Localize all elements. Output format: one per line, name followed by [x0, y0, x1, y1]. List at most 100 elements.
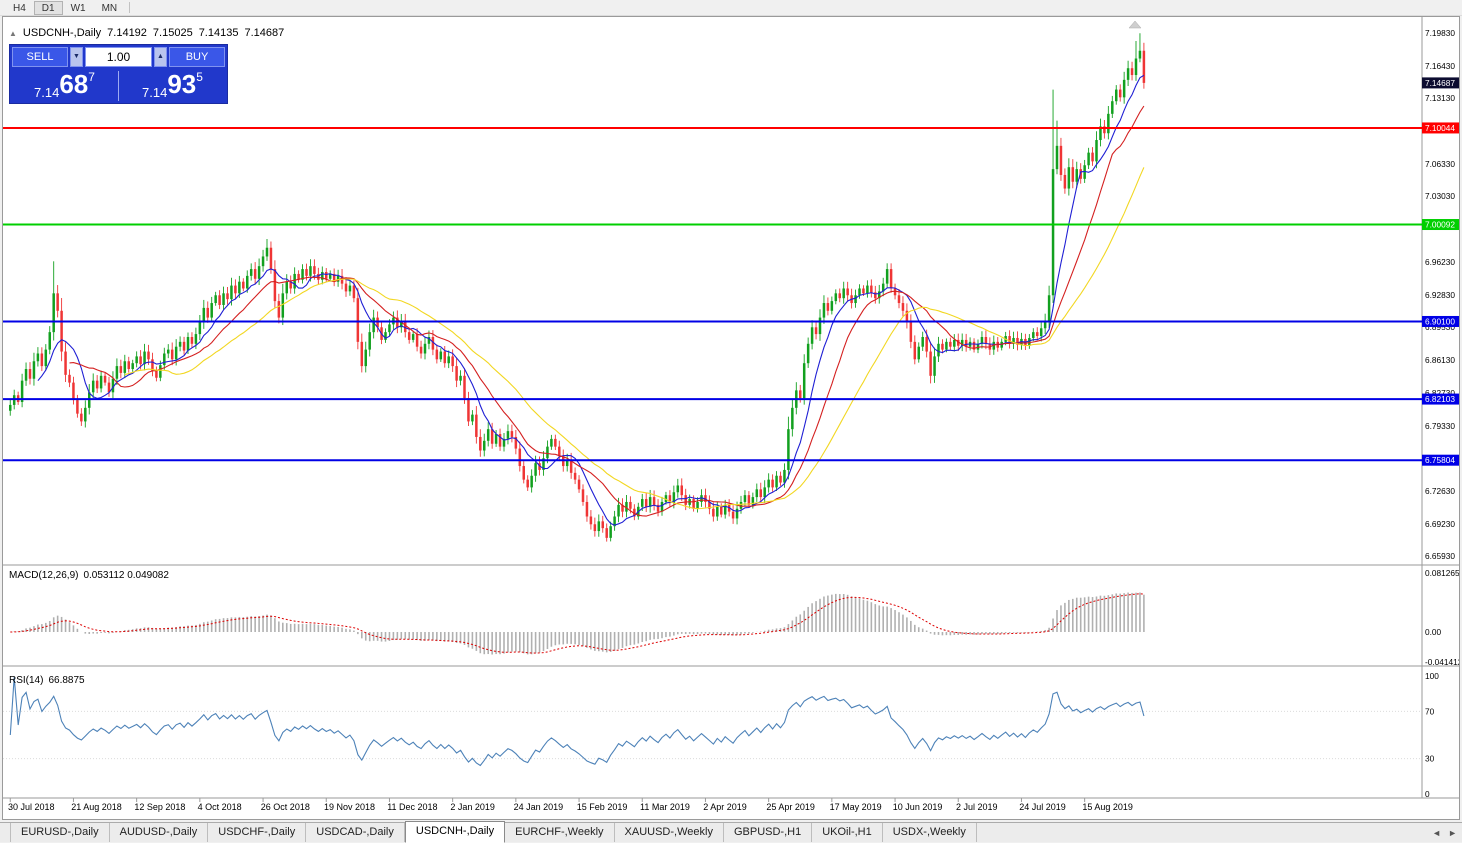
axis-badges: 7.10044 7.00092 6.90100 6.82103 6.75804 7.146… [1422, 77, 1459, 466]
volume-decrease-button[interactable]: ▼ [70, 47, 83, 67]
buy-button[interactable]: BUY [169, 47, 225, 67]
sell-price-base: 7.14 [34, 85, 60, 100]
svg-text:24 Jul 2019: 24 Jul 2019 [1019, 802, 1066, 812]
rsi-name: RSI(14) [9, 675, 44, 686]
macd-name: MACD(12,26,9) [9, 570, 79, 581]
svg-text:17 May 2019: 17 May 2019 [830, 802, 882, 812]
svg-text:6.72630: 6.72630 [1425, 486, 1455, 496]
svg-text:7.16430: 7.16430 [1425, 61, 1455, 71]
svg-text:15 Aug 2019: 15 Aug 2019 [1082, 802, 1133, 812]
svg-text:6.69230: 6.69230 [1425, 519, 1455, 529]
chart-title: ▲ USDCNH-,Daily 7.14192 7.15025 7.14135 … [9, 27, 284, 39]
tab-scroll-left-icon[interactable]: ◄ [1432, 828, 1442, 838]
svg-text:6.96230: 6.96230 [1425, 257, 1455, 267]
svg-text:11 Dec 2018: 11 Dec 2018 [387, 802, 437, 812]
svg-text:21 Aug 2018: 21 Aug 2018 [71, 802, 122, 812]
svg-text:2 Apr 2019: 2 Apr 2019 [703, 802, 747, 812]
svg-text:6.92830: 6.92830 [1425, 290, 1455, 300]
tab-gbpusd-h1[interactable]: GBPUSD-,H1 [724, 823, 813, 842]
svg-text:6.79330: 6.79330 [1425, 421, 1455, 431]
chart-end-marker [1128, 20, 1142, 29]
svg-text:19 Nov 2018: 19 Nov 2018 [324, 802, 375, 812]
svg-text:6.90100: 6.90100 [1425, 316, 1455, 326]
buy-price-pipette: 5 [196, 70, 203, 84]
chart-tabbar: EURUSD-,Daily AUDUSD-,Daily USDCHF-,Dail… [0, 821, 1462, 843]
svg-text:11 Mar 2019: 11 Mar 2019 [640, 802, 690, 812]
trade-panel-collapse-icon[interactable]: ▲ [9, 28, 17, 38]
svg-text:6.82103: 6.82103 [1425, 394, 1455, 404]
tab-xauusd-weekly[interactable]: XAUUSD-,Weekly [615, 823, 724, 842]
svg-text:0.081265: 0.081265 [1425, 568, 1459, 578]
svg-text:2 Jul 2019: 2 Jul 2019 [956, 802, 998, 812]
svg-text:7.14687: 7.14687 [1425, 78, 1455, 88]
svg-text:26 Oct 2018: 26 Oct 2018 [261, 802, 310, 812]
tab-eurusd-daily[interactable]: EURUSD-,Daily [10, 823, 110, 842]
volume-increase-button[interactable]: ▲ [154, 47, 167, 67]
timeframe-h4-button[interactable]: H4 [5, 1, 34, 15]
svg-text:6.86130: 6.86130 [1425, 355, 1455, 365]
svg-text:0: 0 [1425, 789, 1430, 799]
chart-symbol-label: USDCNH-,Daily [22, 27, 102, 39]
svg-text:12 Sep 2018: 12 Sep 2018 [134, 802, 185, 812]
svg-text:6.75804: 6.75804 [1425, 455, 1455, 465]
svg-text:4 Oct 2018: 4 Oct 2018 [198, 802, 242, 812]
tab-audusd-daily[interactable]: AUDUSD-,Daily [110, 823, 209, 842]
timeframe-toolbar: H4 D1 W1 MN [0, 0, 1462, 16]
ohlc-high: 7.15025 [152, 27, 193, 39]
svg-text:2 Jan 2019: 2 Jan 2019 [450, 802, 495, 812]
tab-usdchf-daily[interactable]: USDCHF-,Daily [208, 823, 307, 842]
svg-text:7.19830: 7.19830 [1425, 28, 1455, 38]
svg-text:100: 100 [1425, 671, 1439, 681]
ohlc-low: 7.14135 [198, 27, 239, 39]
price-axis-labels: 7.198307.164307.131307.098307.063307.030… [1425, 28, 1455, 561]
svg-text:0.00: 0.00 [1425, 627, 1442, 637]
macd-indicator-header: MACD(12,26,9) 0.053112 0.049082 [9, 570, 174, 581]
toolbar-separator [129, 2, 131, 13]
ohlc-close: 7.14687 [244, 27, 285, 39]
svg-text:6.89530: 6.89530 [1425, 322, 1455, 332]
sell-price-display[interactable]: 7.14 68 7 [12, 69, 117, 103]
sell-price-pips: 68 [59, 69, 89, 99]
svg-text:7.13130: 7.13130 [1425, 93, 1455, 103]
sell-button[interactable]: SELL [12, 47, 68, 67]
tab-usdcad-daily[interactable]: USDCAD-,Daily [306, 823, 405, 842]
tab-scroll-right-icon[interactable]: ► [1448, 828, 1457, 838]
macd-axis-labels: 0.081265 0.00 -0.041412 [1425, 568, 1459, 667]
rsi-pane [3, 677, 1422, 767]
moving-average-lines [37, 74, 1145, 526]
tab-usdx-weekly[interactable]: USDX-,Weekly [883, 823, 977, 842]
rsi-axis-labels: 100 70 30 0 [1425, 671, 1439, 799]
chart-window: 7.198307.164307.131307.098307.063307.030… [2, 16, 1460, 820]
macd-values: 0.053112 0.049082 [83, 570, 169, 581]
svg-text:15 Feb 2019: 15 Feb 2019 [577, 802, 628, 812]
chart-canvas[interactable]: 7.198307.164307.131307.098307.063307.030… [3, 17, 1459, 818]
date-axis: 30 Jul 2018 21 Aug 2018 12 Sep 2018 4 Oct 2… [8, 798, 1133, 812]
buy-price-display[interactable]: 7.14 93 5 [120, 69, 225, 103]
timeframe-mn-button[interactable]: MN [94, 1, 126, 15]
buy-price-base: 7.14 [142, 85, 168, 100]
tab-usdcnh-daily[interactable]: USDCNH-,Daily [404, 821, 506, 843]
svg-text:7.00092: 7.00092 [1425, 220, 1455, 230]
svg-text:6.82730: 6.82730 [1425, 388, 1455, 398]
svg-text:30: 30 [1425, 754, 1435, 764]
timeframe-w1-button[interactable]: W1 [63, 1, 94, 15]
svg-text:10 Jun 2019: 10 Jun 2019 [893, 802, 943, 812]
svg-text:70: 70 [1425, 706, 1435, 716]
tab-ukoil-h1[interactable]: UKOil-,H1 [812, 823, 883, 842]
rsi-value: 66.8875 [48, 675, 85, 686]
svg-text:-0.041412: -0.041412 [1425, 657, 1459, 667]
svg-text:30 Jul 2018: 30 Jul 2018 [8, 802, 55, 812]
level-lines[interactable] [3, 126, 1422, 462]
rsi-indicator-header: RSI(14) 66.8875 [9, 675, 90, 686]
sell-price-pipette: 7 [88, 70, 95, 84]
svg-text:24 Jan 2019: 24 Jan 2019 [514, 802, 564, 812]
ohlc-open: 7.14192 [107, 27, 147, 39]
timeframe-d1-button[interactable]: D1 [33, 0, 63, 15]
svg-text:7.10044: 7.10044 [1425, 123, 1455, 133]
tab-eurchf-weekly[interactable]: EURCHF-,Weekly [505, 823, 615, 842]
svg-text:6.65930: 6.65930 [1425, 551, 1455, 561]
macd-pane [10, 592, 1145, 655]
svg-text:25 Apr 2019: 25 Apr 2019 [766, 802, 815, 812]
volume-input[interactable] [85, 47, 152, 67]
